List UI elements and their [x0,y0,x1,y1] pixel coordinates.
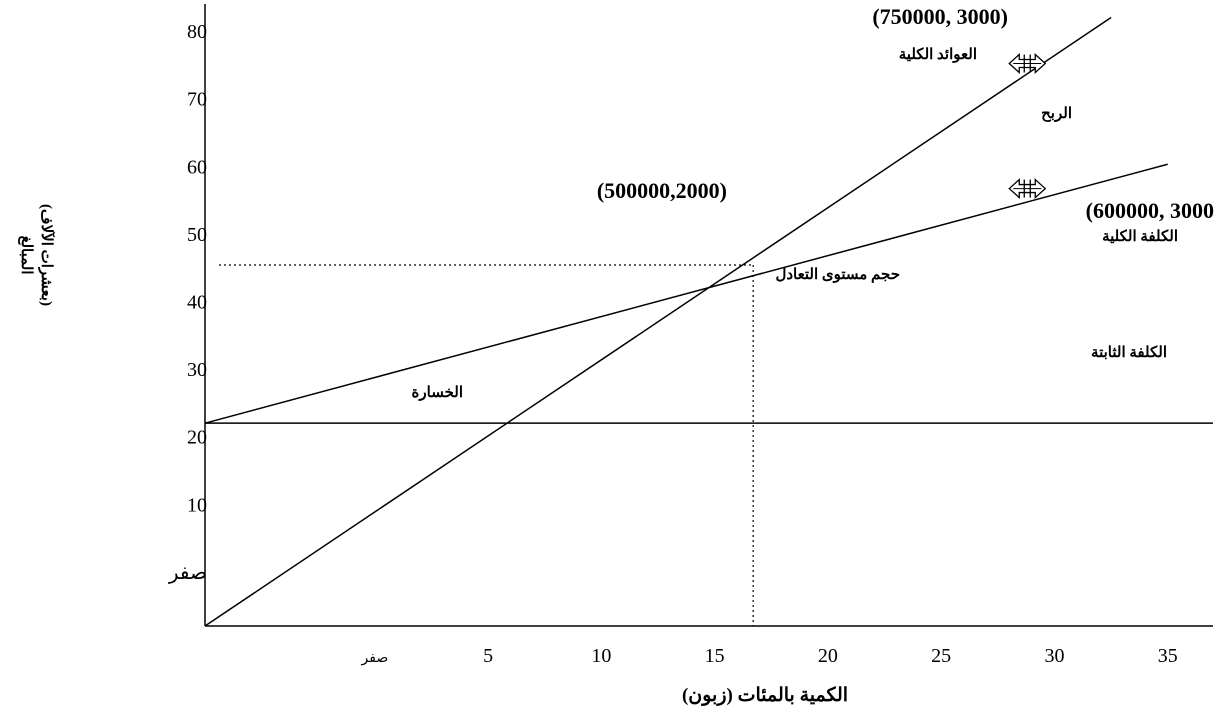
x-tick-label: 20 [818,645,838,667]
double-arrow-marker [1008,53,1047,74]
x-tick-label: 35 [1158,645,1178,667]
y-axis-title: المبالغ (بعشرات الآلاف) [18,204,56,306]
tick-labels: صفر 5 10 15 20 25 30 35 صفر 10 20 30 40 50 60 70 80 [168,21,1178,667]
y-tick-label: 40 [187,291,207,313]
x-tick-label: صفر [361,651,389,666]
x-axis-title: الكمية بالمئات (زبون) [682,685,848,706]
fixed-cost-label: الكلفة الثابتة [1091,345,1167,361]
y-axis-title-line2: (بعشرات الآلاف) [38,204,56,306]
y-tick-label: صفر [168,562,207,584]
y-tick-label: 50 [187,224,207,246]
break-even-guides [219,264,754,626]
axes [204,4,1213,627]
total-cost-line [204,163,1168,424]
breakeven-volume-label: حجم مستوى التعادل [775,267,900,283]
profit-label: الربح [1041,106,1072,122]
y-axis-title-line1: المبالغ [18,235,34,274]
y-tick-label: 20 [187,427,207,449]
y-tick-label: 80 [187,21,207,43]
x-tick-label: 30 [1044,645,1064,667]
total-revenue-line [204,16,1112,627]
double-arrow-marker [1008,178,1047,200]
x-tick-label: 10 [591,645,611,667]
x-tick-label: 25 [931,645,951,667]
cost-point-label: (600000, 3000 [1086,198,1214,223]
y-tick-label: 30 [187,359,207,381]
x-tick-label: 5 [483,645,493,667]
total-revenue-label: العوائد الكلية [899,47,977,63]
point-markers [1008,53,1047,200]
loss-label: الخسارة [412,385,463,401]
y-tick-label: 10 [187,494,207,516]
x-tick-label: 15 [705,645,725,667]
total-cost-label: الكلفة الكلية [1102,229,1178,245]
series-lines [204,16,1213,627]
y-tick-label: 60 [187,156,207,178]
revenue-point-label: (750000, 3000) [872,4,1008,29]
y-tick-label: 70 [187,89,207,111]
breakeven-point-label: (500000,2000) [597,178,727,203]
